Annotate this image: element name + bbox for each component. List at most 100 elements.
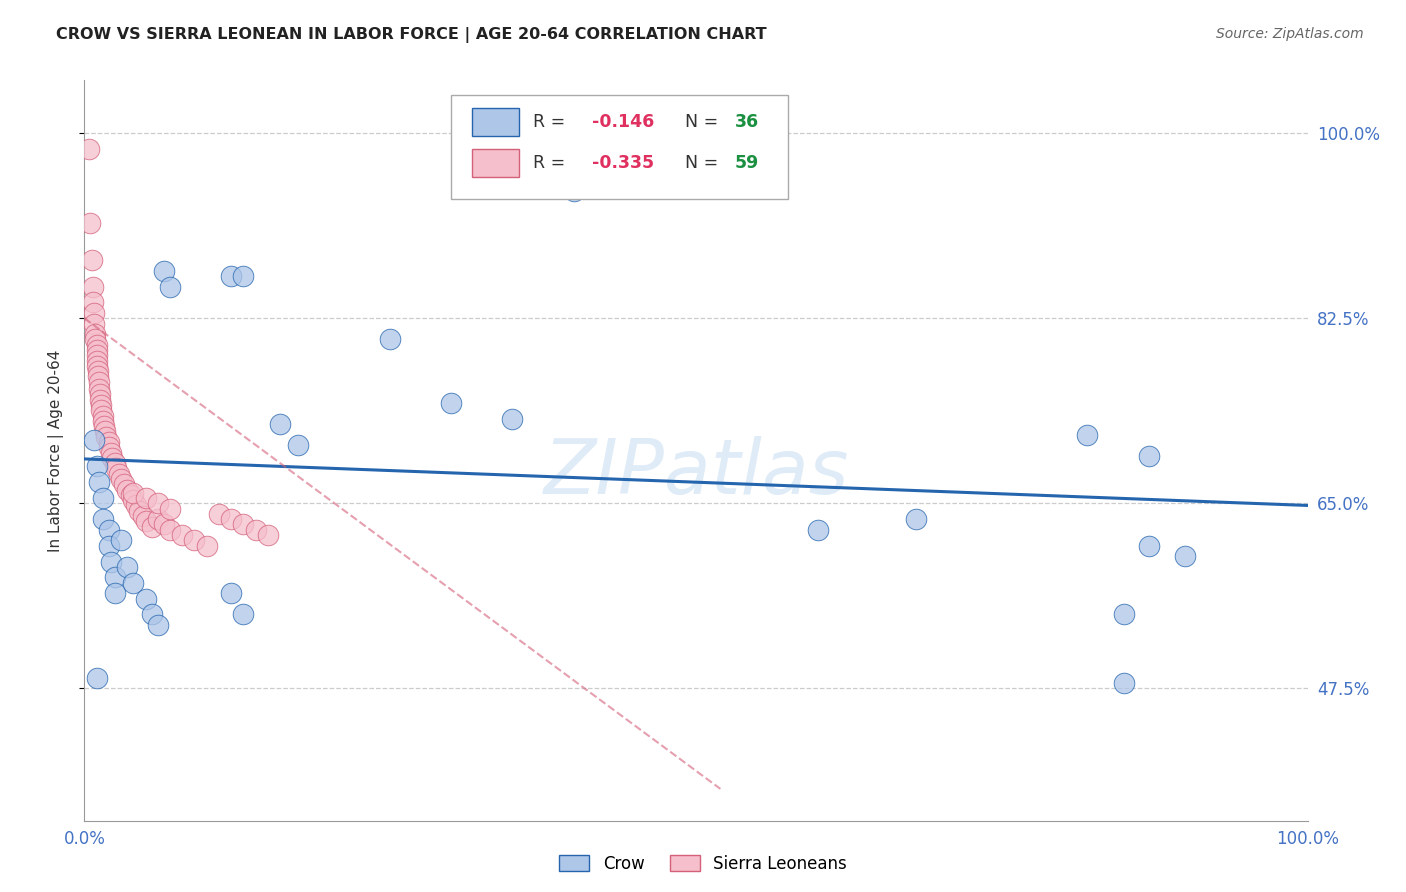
Point <box>287 438 309 452</box>
Point <box>502 411 524 425</box>
Point <box>86 343 108 357</box>
Point <box>89 387 111 401</box>
Point <box>128 504 150 518</box>
Point <box>245 523 267 537</box>
Point <box>87 382 110 396</box>
Point <box>122 575 145 590</box>
Point <box>125 499 148 513</box>
Point <box>104 586 127 600</box>
Point <box>97 523 120 537</box>
Point <box>86 459 108 474</box>
Point <box>87 364 110 378</box>
Point <box>115 559 138 574</box>
Point <box>97 435 120 450</box>
Point <box>107 467 129 481</box>
Point <box>86 359 108 373</box>
Point <box>232 607 254 622</box>
Point <box>84 332 107 346</box>
Point <box>132 509 155 524</box>
Point <box>101 450 124 465</box>
Point <box>257 528 280 542</box>
FancyBboxPatch shape <box>451 95 787 199</box>
Point <box>135 491 157 505</box>
Point <box>100 555 122 569</box>
Point <box>87 375 110 389</box>
Point <box>104 570 127 584</box>
Point <box>159 279 181 293</box>
Point <box>232 268 254 283</box>
Point <box>79 216 101 230</box>
Legend: Crow, Sierra Leoneans: Crow, Sierra Leoneans <box>553 848 853 880</box>
Point <box>90 403 112 417</box>
Point <box>120 488 142 502</box>
Point <box>86 671 108 685</box>
Point <box>159 501 181 516</box>
Point <box>380 332 402 346</box>
Point <box>219 586 242 600</box>
Point <box>1114 607 1136 622</box>
Point <box>97 539 120 553</box>
Point <box>112 477 135 491</box>
Text: R =: R = <box>533 154 571 172</box>
Point <box>83 317 105 331</box>
Point <box>100 445 122 459</box>
Point <box>110 472 132 486</box>
Text: ZIPatlas: ZIPatlas <box>543 435 849 509</box>
Point <box>104 456 127 470</box>
Point <box>90 398 112 412</box>
Text: CROW VS SIERRA LEONEAN IN LABOR FORCE | AGE 20-64 CORRELATION CHART: CROW VS SIERRA LEONEAN IN LABOR FORCE | … <box>56 27 766 43</box>
Point <box>94 425 117 439</box>
Point <box>83 306 105 320</box>
Text: 59: 59 <box>735 154 759 172</box>
Text: Source: ZipAtlas.com: Source: ZipAtlas.com <box>1216 27 1364 41</box>
Point <box>219 512 242 526</box>
Point <box>83 433 105 447</box>
Point <box>1174 549 1197 564</box>
Point <box>440 396 463 410</box>
Point <box>91 512 114 526</box>
Point <box>172 528 194 542</box>
Point <box>82 279 104 293</box>
Point <box>93 419 115 434</box>
Point <box>208 507 231 521</box>
Point <box>146 512 169 526</box>
Point <box>146 618 169 632</box>
Point <box>153 517 176 532</box>
Point <box>232 517 254 532</box>
Point <box>86 337 108 351</box>
Point <box>153 263 176 277</box>
Text: -0.146: -0.146 <box>592 112 654 131</box>
Y-axis label: In Labor Force | Age 20-64: In Labor Force | Age 20-64 <box>48 350 63 551</box>
Point <box>562 185 585 199</box>
Bar <box>472 149 519 178</box>
Point <box>159 523 181 537</box>
Point <box>1114 676 1136 690</box>
Point <box>807 523 830 537</box>
Point <box>195 539 218 553</box>
Point <box>87 369 110 384</box>
Point <box>77 142 100 156</box>
Text: 36: 36 <box>735 112 759 131</box>
Point <box>122 493 145 508</box>
Point <box>86 353 108 368</box>
Point <box>80 253 103 268</box>
Point <box>146 496 169 510</box>
Text: N =: N = <box>673 112 724 131</box>
Point <box>141 519 163 533</box>
Point <box>905 512 928 526</box>
Point <box>1076 427 1098 442</box>
Point <box>1137 539 1160 553</box>
Point <box>269 417 291 431</box>
Point <box>96 430 118 444</box>
Point <box>91 409 114 423</box>
Point <box>105 461 128 475</box>
Point <box>1137 449 1160 463</box>
Point <box>86 348 108 362</box>
Point <box>82 295 104 310</box>
Point <box>135 591 157 606</box>
Point <box>91 491 114 505</box>
Point <box>115 483 138 497</box>
Point <box>183 533 205 548</box>
Point <box>84 327 107 342</box>
Point <box>122 485 145 500</box>
